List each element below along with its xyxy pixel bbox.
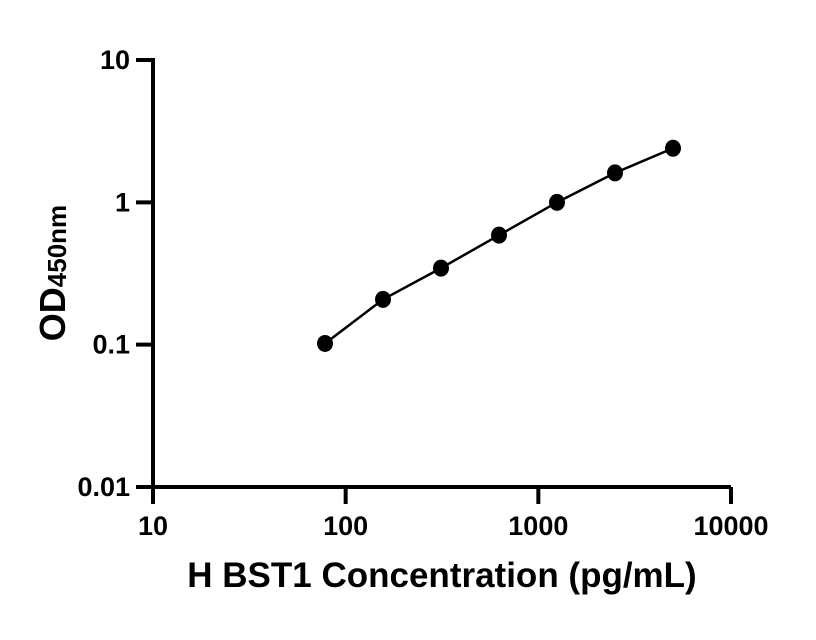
x-tick-label: 1000 — [508, 511, 568, 541]
y-tick-label: 0.01 — [77, 472, 130, 502]
data-point — [607, 164, 624, 182]
data-point — [433, 259, 450, 277]
data-point — [549, 193, 566, 211]
y-tick-label: 0.1 — [92, 330, 130, 360]
data-point — [317, 334, 334, 352]
x-tick-label: 100 — [323, 511, 368, 541]
x-tick-label: 10 — [138, 511, 168, 541]
data-point — [491, 226, 508, 244]
y-tick-label: 1 — [115, 187, 130, 217]
y-axis-title: OD 450nm — [32, 123, 78, 423]
data-point — [375, 290, 392, 308]
y-axis-title-subscript: 450nm — [42, 204, 72, 288]
x-tick-label: 10000 — [693, 511, 768, 541]
y-axis-title-main: OD — [32, 287, 73, 342]
y-tick-label: 10 — [100, 45, 130, 75]
x-axis-title: H BST1 Concentration (pg/mL) — [187, 556, 697, 595]
data-point — [665, 139, 682, 157]
